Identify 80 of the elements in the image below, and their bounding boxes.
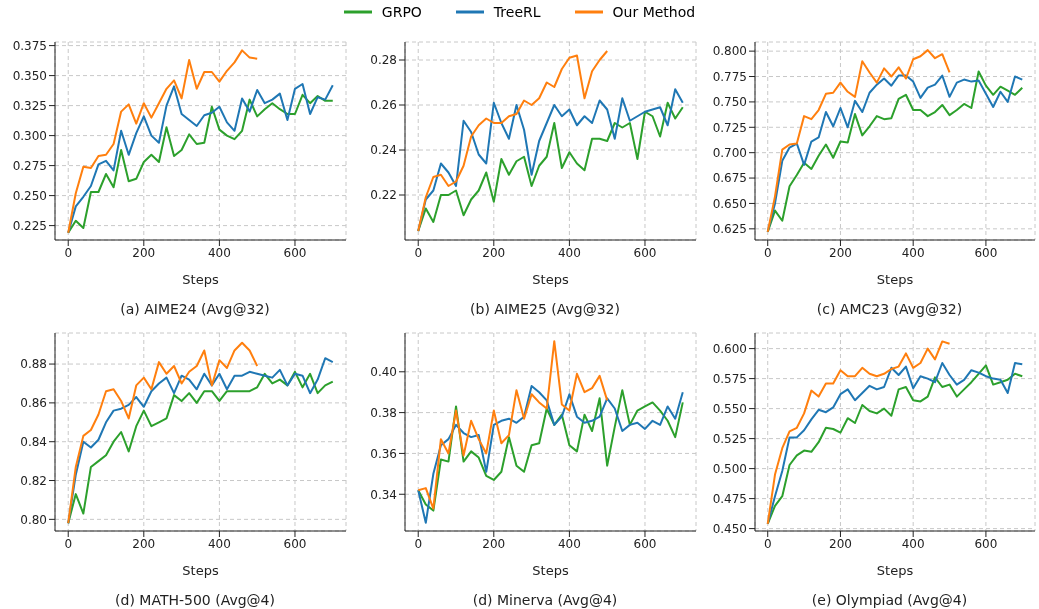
text: (b) AIME25 (Avg@32)	[469, 301, 621, 317]
line-series	[67, 49, 259, 234]
y-tick-label: 0.26	[370, 98, 397, 113]
x-tick-label: 600	[974, 245, 998, 260]
x-tick-label: 600	[633, 536, 657, 551]
x-tick-label: 600	[283, 536, 307, 551]
y-tick-label: 0.300	[12, 128, 47, 143]
y-tick-label: 0.80	[20, 512, 47, 527]
y-tick-label: 0.525	[712, 431, 747, 446]
line-series	[766, 340, 951, 525]
x-tick-label: 0	[64, 536, 73, 551]
x-axis-title: Steps	[876, 272, 914, 287]
x-tick-label: 0	[64, 245, 73, 260]
y-tick-label: 0.675	[712, 171, 747, 186]
y-tick-label: 0.36	[370, 446, 397, 461]
text: (d) MATH-500 (Avg@4)	[114, 592, 276, 608]
x-tick-label: 200	[482, 245, 506, 260]
line-series	[417, 50, 609, 232]
y-tick-label: 0.800	[712, 44, 747, 59]
y-tick-label: 0.600	[712, 341, 747, 356]
y-tick-label: 0.84	[20, 434, 47, 449]
line-series	[766, 49, 951, 233]
y-tick-label: 0.775	[712, 69, 747, 84]
y-tick-label: 0.250	[12, 188, 47, 203]
x-tick-label: 200	[482, 536, 506, 551]
y-tick-label: 0.700	[712, 145, 747, 160]
y-tick-label: 0.24	[370, 143, 397, 158]
x-axis-title: Steps	[532, 563, 569, 578]
x-tick-label: 0	[414, 536, 423, 551]
x-axis-title: Steps	[182, 563, 219, 578]
line-series	[67, 341, 259, 525]
x-tick-label: 600	[283, 245, 307, 260]
text: (e) Olympiad (Avg@4)	[810, 592, 969, 608]
y-tick-label: 0.450	[712, 521, 747, 536]
x-tick-label: 0	[763, 536, 772, 551]
x-axis-title: Steps	[182, 272, 219, 287]
legend-label: TreeRL	[493, 4, 541, 20]
y-tick-label: 0.275	[12, 158, 47, 173]
x-tick-label: 400	[557, 245, 581, 260]
y-tick-label: 0.350	[12, 68, 47, 83]
x-tick-label: 0	[414, 245, 423, 260]
text: (d) Minerva (Avg@4)	[471, 592, 619, 608]
y-tick-label: 0.550	[712, 401, 747, 416]
x-tick-label: 200	[132, 536, 156, 551]
x-axis-title: Steps	[532, 272, 569, 287]
line-series	[417, 340, 609, 510]
x-tick-label: 0	[763, 245, 772, 260]
y-tick-label: 0.650	[712, 196, 747, 211]
legend-label: Our Method	[612, 4, 696, 20]
y-tick-label: 0.86	[20, 396, 47, 411]
x-tick-label: 200	[132, 245, 156, 260]
text: (a) AIME24 (Avg@32)	[119, 301, 271, 317]
y-tick-label: 0.575	[712, 371, 747, 386]
x-tick-label: 200	[829, 245, 852, 260]
y-tick-label: 0.325	[12, 98, 47, 113]
y-tick-label: 0.475	[712, 491, 747, 506]
x-axis-title: Steps	[876, 563, 914, 578]
y-tick-label: 0.375	[12, 38, 47, 53]
x-tick-label: 400	[207, 245, 231, 260]
y-tick-label: 0.28	[370, 53, 397, 68]
text: (c) AMC23 (Avg@32)	[815, 301, 964, 317]
y-tick-label: 0.225	[12, 218, 47, 233]
y-tick-label: 0.88	[20, 357, 47, 372]
x-tick-label: 400	[557, 536, 581, 551]
x-tick-label: 600	[633, 245, 657, 260]
x-tick-label: 600	[974, 536, 998, 551]
y-tick-label: 0.22	[370, 188, 397, 203]
legend-label: GRPO	[381, 4, 422, 20]
y-tick-label: 0.625	[712, 222, 747, 237]
y-tick-label: 0.40	[370, 365, 397, 380]
y-tick-label: 0.82	[20, 473, 47, 488]
x-tick-label: 400	[901, 245, 925, 260]
x-tick-label: 400	[207, 536, 231, 551]
y-tick-label: 0.38	[370, 405, 397, 420]
y-tick-label: 0.725	[712, 120, 747, 135]
y-tick-label: 0.500	[712, 461, 747, 476]
x-tick-label: 200	[829, 536, 852, 551]
x-tick-label: 400	[901, 536, 925, 551]
y-tick-label: 0.34	[370, 487, 397, 502]
y-tick-label: 0.750	[712, 95, 747, 110]
